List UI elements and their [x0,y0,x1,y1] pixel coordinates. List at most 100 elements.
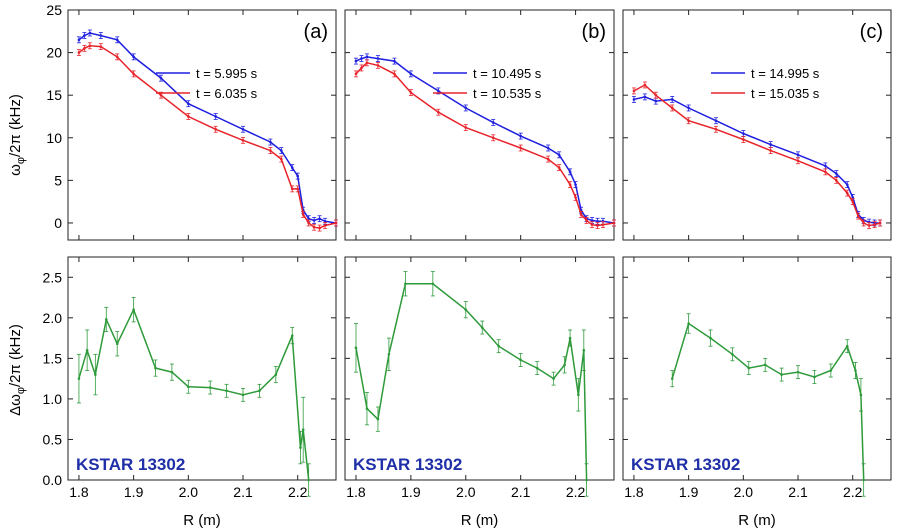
data-point [813,375,816,379]
data-point [132,308,135,312]
data-point [519,358,522,362]
data-point [763,363,767,367]
data-point [365,407,369,410]
data-point [851,196,855,199]
data-point [585,219,588,222]
data-point [845,191,849,195]
panel-label: (a) [304,21,328,43]
data-point [824,170,827,174]
y-tick-label: 10 [46,130,62,146]
panel-frame [622,256,892,481]
panel-5: 1.8 1.9 2.0 2.1 2.2 R (m) KSTAR 13302 [344,256,615,529]
panel-frame [344,9,615,241]
data-point [714,127,718,131]
data-point [464,106,468,110]
data-point [670,106,674,110]
y-tick-label: 5 [54,172,62,188]
data-point [318,226,321,230]
data-point [115,38,119,42]
data-point [464,126,468,129]
panel-2: (b) t = 10.495 s t = 10.535 s [344,9,616,241]
y-tick-label: 0.5 [43,431,63,447]
series-line [78,307,310,481]
data-point [307,478,310,482]
data-point [654,99,658,103]
data-point [563,363,566,367]
data-point [437,89,440,93]
data-point [387,353,391,356]
data-point [354,72,358,76]
data-point [170,370,174,374]
data-point [312,225,316,229]
data-point [491,121,495,124]
data-point [687,119,690,123]
data-point [159,76,163,80]
data-point [582,348,586,352]
x-tick-label: 2.1 [233,484,253,500]
data-point [323,224,327,227]
data-point [796,159,800,163]
data-point [115,342,119,346]
data-point [643,95,647,99]
data-point [354,59,358,63]
data-point [214,127,217,131]
data-point [590,223,594,226]
x-tick-label: 1.9 [401,484,421,500]
x-tick-label: 2.1 [788,484,808,500]
y-tick-label: 20 [46,45,62,61]
data-point [154,366,157,370]
x-tick-label: 2.2 [566,484,586,500]
panel-1: 0 5 10 15 20 25 (a) t = 5.995 s t = 6.035 s [46,2,338,241]
data-point [519,146,522,150]
y-tick-label: 1.5 [43,350,63,366]
data-point [612,221,616,225]
x-tick-label: 1.8 [624,484,644,500]
legend-label: t = 10.535 s [473,86,542,101]
data-point [299,446,302,449]
data-point [431,282,435,286]
data-point [280,149,283,152]
y-tick-label: 25 [46,2,62,18]
data-point [354,346,358,350]
data-point [88,31,92,35]
data-point [769,143,772,146]
x-tick-label: 2.2 [843,484,863,500]
shot-label: KSTAR 13302 [76,455,185,474]
data-point [301,428,305,432]
shot-label: KSTAR 13302 [631,455,740,474]
data-point [780,373,783,376]
data-point [859,393,863,397]
data-point [241,393,245,397]
data-point [290,166,294,169]
series-line [355,283,588,481]
data-point [824,164,827,168]
panel-frame [344,256,615,481]
x-axis-label: R (m) [738,512,776,529]
data-point [404,282,407,286]
x-axis-label: R (m) [183,512,221,529]
series-line [633,96,881,224]
panel-4: 1.8 1.9 2.0 2.1 2.2 0.0 0.5 1.0 1.5 2.0 2.5 R (m) KS… [43,256,337,529]
panel-label: (b) [582,21,606,43]
data-point [99,45,103,48]
data-point [334,221,338,225]
data-point [670,377,674,380]
data-point [83,34,86,37]
panel-frame [67,9,337,241]
data-point [437,110,440,114]
data-point [393,59,396,63]
data-point [318,217,321,221]
data-point [829,369,833,372]
data-point [225,389,228,393]
panel-frame [622,9,892,241]
data-point [632,89,636,93]
data-point [596,224,599,227]
data-point [546,157,550,161]
data-point [85,348,89,352]
shot-label: KSTAR 13302 [353,455,462,474]
data-point [464,308,468,312]
data-point [497,344,501,348]
data-point [596,219,599,223]
x-tick-label: 2.0 [179,484,199,500]
data-point [99,34,103,37]
